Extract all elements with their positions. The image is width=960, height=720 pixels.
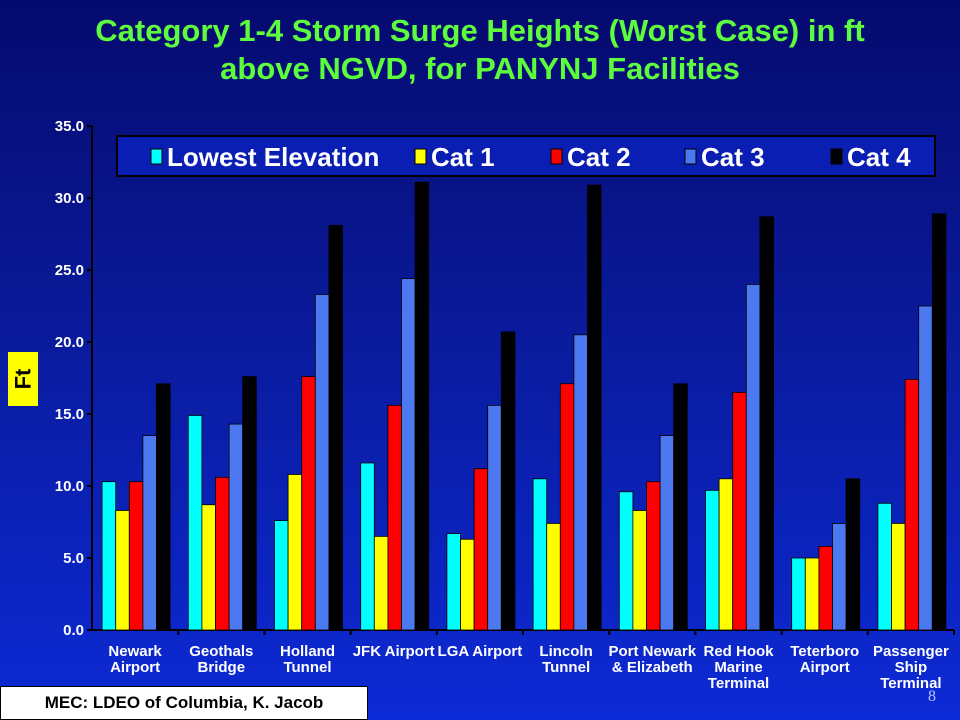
bar [632,510,647,631]
bar [228,423,244,631]
y-tick-label: 0.0 [63,622,84,639]
y-tick-label: 20.0 [55,334,84,351]
credit-box: MEC: LDEO of Columbia, K. Jacob [0,686,368,720]
legend-label: Cat 2 [567,142,631,172]
bar [759,216,774,631]
bar [487,404,502,631]
bar [187,415,203,631]
bar [931,213,947,631]
x-tick-label: JFK Airport [353,643,435,660]
bar [587,184,602,631]
bar [659,435,675,631]
x-tick-label: Teterboro Airport [790,643,859,676]
bar [673,383,688,631]
bar [201,504,216,631]
bar [301,376,316,631]
legend-label: Cat 3 [701,142,765,172]
bar [804,557,820,631]
y-axis-label: Ft [9,368,35,390]
bar [904,379,920,631]
y-tick-label: 10.0 [55,478,84,495]
bar [832,523,847,631]
legend-label: Cat 4 [847,142,911,172]
bar [142,435,157,631]
slide-title: Category 1-4 Storm Surge Heights (Worst … [0,12,960,88]
bar [115,510,130,631]
bar [618,491,634,631]
y-tick-label: 25.0 [55,262,84,279]
x-tick-label: LGA Airport [438,643,523,660]
bar [532,478,548,631]
bar [242,376,257,631]
bar [818,546,833,631]
bar [500,331,516,631]
x-tick-label: Geothals Bridge [189,643,253,676]
bar [215,476,230,631]
legend-label: Lowest Elevation [167,142,379,172]
legend-swatch [414,148,427,165]
legend-swatch [830,148,843,165]
bar [718,478,734,631]
x-tick-label: Port Newark & Elizabeth [609,643,697,676]
legend-swatch [684,148,697,165]
bar [314,294,330,631]
bar [287,474,303,631]
bar [446,533,461,631]
y-tick-label: 15.0 [55,406,84,423]
bar [414,181,430,631]
slide-number: 8 [928,688,936,705]
bar [373,536,389,631]
bar [791,557,806,631]
legend-swatch [150,148,163,165]
bar [328,224,343,631]
x-tick-label: Holland Tunnel [280,643,335,676]
bar [573,334,588,631]
bar [891,523,906,631]
legend-box [116,135,936,177]
y-axis-label-box: Ft [8,352,38,406]
bar [101,481,117,631]
bar [156,383,171,631]
bar [401,278,416,631]
bar [845,478,861,631]
bar [128,481,144,631]
bar [546,523,561,631]
x-tick-label: Newark Airport [108,643,162,676]
bar [705,489,720,631]
title-line-2: above NGVD, for PANYNJ Facilities [220,51,740,86]
bar [274,520,289,631]
y-tick-label: 30.0 [55,190,84,207]
bar [732,391,747,631]
bar [918,305,933,631]
bar [473,468,489,631]
bar [646,481,661,631]
bar [360,462,375,631]
bar [387,404,402,631]
x-tick-label: Passenger Ship Terminal [873,643,949,692]
bar [745,283,761,631]
y-tick-label: 5.0 [63,550,84,567]
x-tick-label: Lincoln Tunnel [539,643,592,676]
legend-swatch [550,148,563,165]
bar [877,502,892,631]
legend-label: Cat 1 [431,142,495,172]
credit-text: MEC: LDEO of Columbia, K. Jacob [44,693,324,712]
bar [559,383,575,631]
title-line-1: Category 1-4 Storm Surge Heights (Worst … [95,13,865,48]
y-tick-label: 35.0 [55,118,84,135]
bar [460,538,475,631]
x-tick-label: Red Hook Marine Terminal [703,643,774,692]
